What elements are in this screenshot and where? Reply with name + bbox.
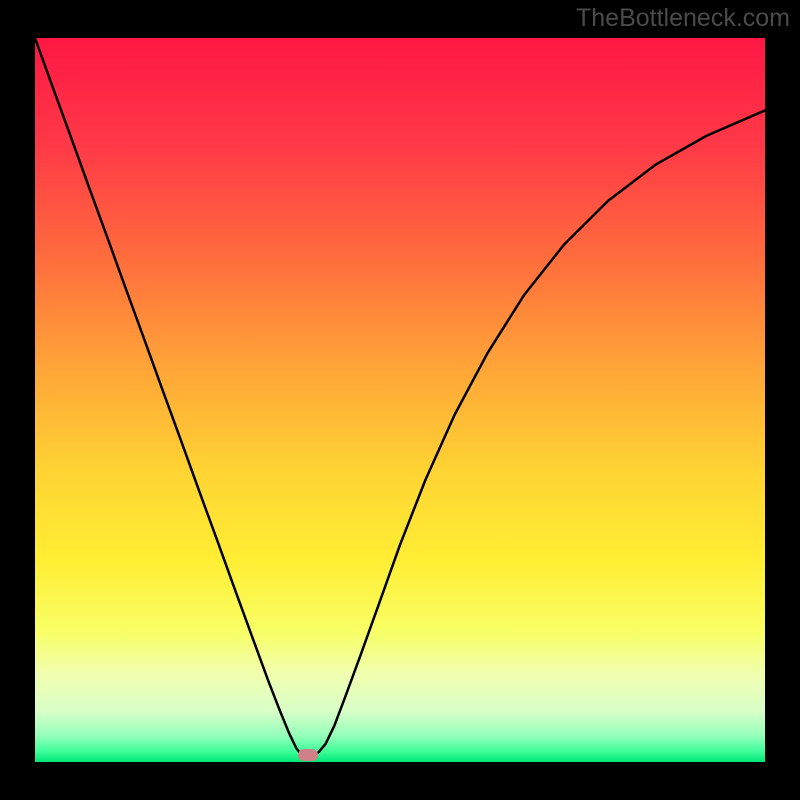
plot-area: [35, 38, 765, 762]
watermark-text: TheBottleneck.com: [576, 4, 790, 33]
bottleneck-curve: [35, 38, 765, 762]
minimum-marker: [298, 749, 318, 761]
